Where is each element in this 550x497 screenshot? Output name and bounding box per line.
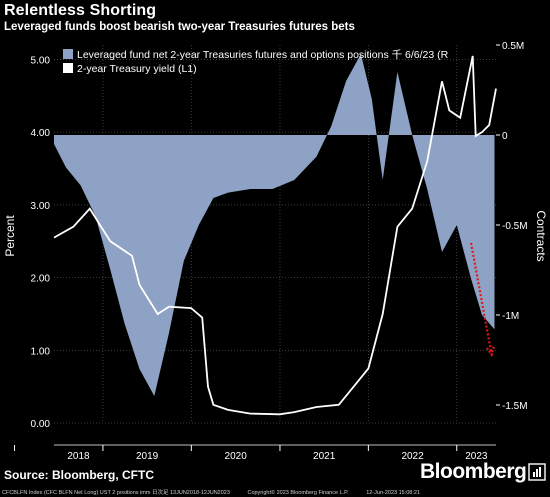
annotation-arrow bbox=[469, 242, 495, 358]
footer-fineprint: CFCBLFN Index (CFC BLFN Net Long) UST 2 … bbox=[2, 488, 548, 496]
y-left-tick-2: 2.00 bbox=[31, 274, 51, 285]
fineprint-mid: Copyright© 2023 Bloomberg Finance L.P. bbox=[247, 490, 349, 496]
y-left-tick-1: 1.00 bbox=[31, 346, 51, 357]
x-tick-label-5: 2023 bbox=[465, 451, 488, 462]
y-left-tick-5: 5.00 bbox=[31, 56, 51, 67]
terminal-icon bbox=[528, 463, 546, 481]
arrow-head bbox=[486, 346, 495, 358]
y-left-tick-4: 4.00 bbox=[31, 128, 51, 139]
legend-swatch-yield bbox=[63, 63, 73, 73]
y-right-ticks: 0.5M 0 -0.5M -1M -1.5M bbox=[496, 41, 528, 412]
x-tick-label-0: 2018 bbox=[67, 451, 90, 462]
source-note: Source: Bloomberg, CFTC bbox=[4, 468, 155, 482]
x-tick-label-2: 2020 bbox=[225, 451, 248, 462]
x-tick-label-4: 2022 bbox=[401, 451, 424, 462]
y-right-axis-title: Contracts bbox=[534, 210, 548, 261]
chart-title: Relentless Shorting bbox=[4, 2, 157, 19]
y-left-tick-0: 0.00 bbox=[31, 419, 51, 430]
chart-subtitle: Leveraged funds boost bearish two-year T… bbox=[4, 21, 355, 33]
legend-swatch-positions bbox=[63, 49, 73, 59]
y-right-tick-4: -1.5M bbox=[502, 401, 528, 412]
x-tick-label-1: 2019 bbox=[136, 451, 159, 462]
y-right-tick-3: -1M bbox=[502, 311, 519, 322]
fineprint-right: 12-Jun-2023 15:08:21 bbox=[366, 490, 421, 496]
legend: Leveraged fund net 2-year Treasuries fut… bbox=[63, 49, 449, 75]
y-right-tick-1: 0 bbox=[502, 131, 508, 142]
y-right-tick-0: 0.5M bbox=[502, 41, 524, 52]
x-ticks: 2018 2019 2020 2021 2022 2023 bbox=[14, 444, 496, 462]
legend-label-positions: Leveraged fund net 2-year Treasuries fut… bbox=[77, 49, 449, 61]
y-left-ticks: 0.00 1.00 2.00 3.00 4.00 5.00 bbox=[31, 56, 51, 430]
arrow-shaft bbox=[469, 242, 493, 355]
fineprint-left: CFCBLFN Index (CFC BLFN Net Long) UST 2 … bbox=[2, 490, 230, 496]
y-left-axis-title: Percent bbox=[3, 215, 17, 257]
x-tick-label-3: 2021 bbox=[313, 451, 336, 462]
yield-line bbox=[53, 55, 497, 416]
y-right-tick-2: -0.5M bbox=[502, 221, 528, 232]
bloomberg-logo: Bloomberg bbox=[420, 460, 527, 483]
y-left-tick-3: 3.00 bbox=[31, 201, 51, 212]
legend-label-yield: 2-year Treasury yield (L1) bbox=[77, 63, 197, 75]
